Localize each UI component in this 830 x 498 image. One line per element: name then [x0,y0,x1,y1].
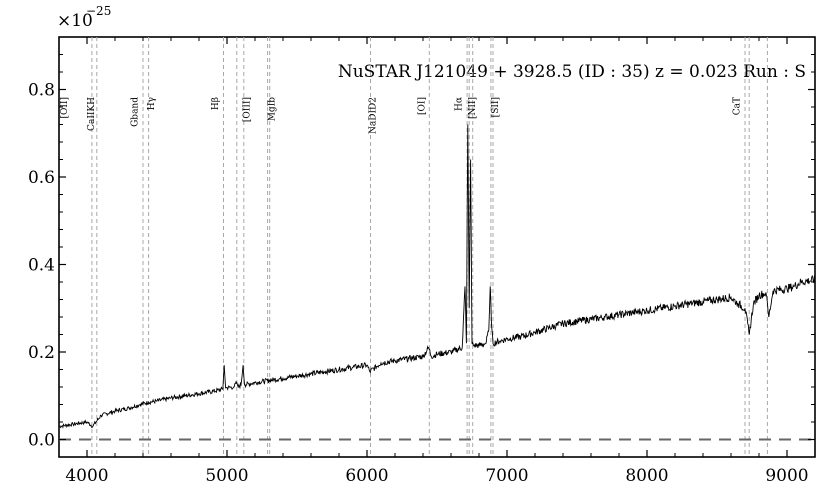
plot-frame [58,36,816,458]
y-tick-label: 0.8 [28,81,55,101]
line-label: CaT [732,97,742,115]
emission-absorption-lines [91,37,768,457]
line-label: NaDID2 [368,97,378,134]
line-label: CaIIKH [87,97,97,131]
y-tick-label: 0.4 [28,256,55,276]
line-label: Gband [130,97,140,127]
y-tick-label: 0.0 [28,431,55,451]
line-label: [OI] [417,97,427,115]
line-label: Hβ [211,97,221,110]
line-label: Hα [455,97,465,111]
x-tick-label: 4000 [65,466,108,486]
y-tick-label: 0.6 [28,168,55,188]
y-multiplier-exponent: −25 [86,4,111,18]
line-label: [SII] [491,97,501,117]
x-tick-label: 7000 [485,466,528,486]
spectrum-line [58,124,816,429]
line-labels: [OII] CaIIKH Gband Hγ Hβ [OIII] MgIb NaDID2 [OI]… [60,97,742,134]
line-label: Hγ [147,97,157,110]
x-axis-ticks: 4000 5000 6000 7000 8000 9000 [58,37,816,486]
y-axis-ticks: 0.0 0.2 0.4 0.6 0.8 [28,54,815,458]
x-tick-label: 5000 [205,466,248,486]
x-tick-label: 6000 [345,466,388,486]
line-label: [OII] [60,97,70,119]
y-tick-label: 0.2 [28,343,55,363]
line-label: [NII] [468,97,478,119]
line-label: [OIII] [242,97,252,122]
x-tick-label: 8000 [625,466,668,486]
line-label: MgIb [268,97,278,122]
chart-title: NuSTAR J121049 + 3928.5 (ID : 35) z = 0.… [338,62,806,82]
y-axis-multiplier: ×10 −25 [57,4,111,31]
spectrum-series-layer [58,124,816,429]
x-tick-label: 9000 [765,466,808,486]
y-multiplier-base: ×10 [57,11,93,31]
